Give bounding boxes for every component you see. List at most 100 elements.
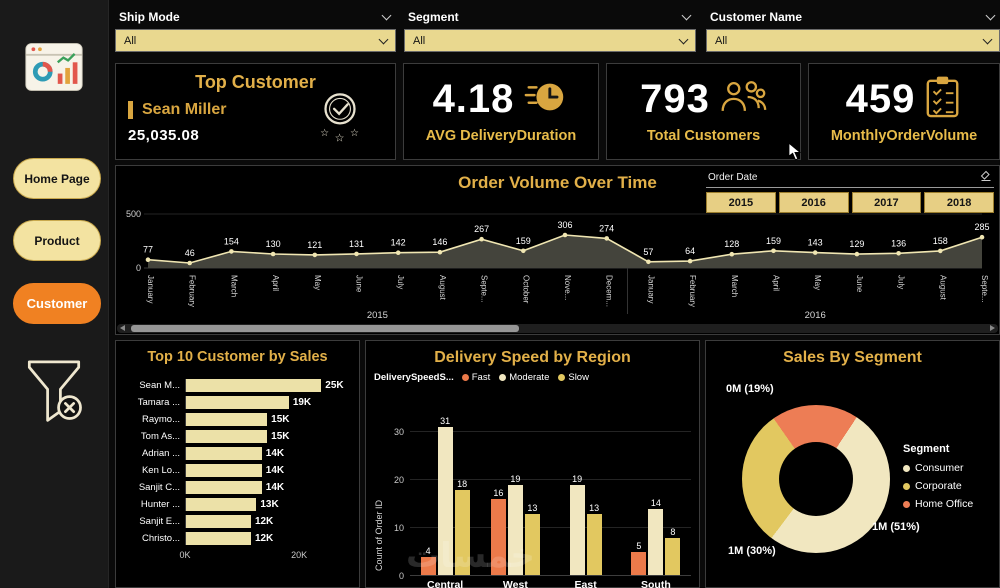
column: 16 bbox=[490, 488, 506, 576]
value-label: 13 bbox=[589, 502, 600, 513]
data-point[interactable] bbox=[896, 251, 901, 256]
scroll-left-arrow[interactable] bbox=[120, 325, 125, 331]
data-point[interactable] bbox=[229, 249, 234, 254]
year-2016-button[interactable]: 2016 bbox=[778, 192, 849, 213]
delivery-speed-section: Delivery Speed by Region DeliverySpeedS.… bbox=[365, 340, 700, 588]
svg-text:☆: ☆ bbox=[350, 128, 359, 139]
category-label: East bbox=[574, 579, 597, 588]
legend-item[interactable]: Corporate bbox=[903, 480, 991, 492]
customer-name-dropdown[interactable]: All bbox=[706, 29, 1000, 52]
scroll-right-arrow[interactable] bbox=[990, 325, 995, 331]
data-point[interactable] bbox=[312, 252, 318, 258]
chevron-down-icon[interactable] bbox=[985, 10, 996, 21]
column-bar[interactable] bbox=[490, 499, 506, 576]
sales-bar[interactable] bbox=[186, 481, 262, 494]
data-point[interactable] bbox=[437, 249, 443, 255]
data-point[interactable] bbox=[354, 251, 359, 257]
data-point[interactable] bbox=[395, 250, 401, 255]
chart-title: Delivery Speed by Region bbox=[434, 349, 631, 366]
legend-item[interactable]: Consumer bbox=[903, 462, 991, 474]
sales-bar[interactable] bbox=[186, 413, 268, 426]
segment-donut[interactable] bbox=[742, 405, 890, 553]
horizontal-scrollbar[interactable] bbox=[117, 324, 998, 333]
clock-icon bbox=[523, 74, 569, 125]
nav-home-page-button[interactable]: Home Page bbox=[13, 158, 101, 199]
axis-month-label: Nove... bbox=[563, 275, 572, 300]
ship-mode-dropdown[interactable]: All bbox=[115, 29, 396, 52]
data-point[interactable] bbox=[771, 248, 776, 254]
data-point[interactable] bbox=[479, 236, 484, 242]
data-point[interactable] bbox=[938, 248, 943, 254]
sales-bar[interactable] bbox=[186, 515, 251, 528]
sales-bar[interactable] bbox=[186, 532, 251, 545]
data-point[interactable] bbox=[979, 234, 985, 240]
legend-item[interactable]: Moderate bbox=[499, 372, 549, 383]
sales-bar[interactable] bbox=[186, 379, 322, 392]
kpi-label: AVG DeliveryDuration bbox=[425, 128, 577, 144]
data-point[interactable] bbox=[687, 258, 693, 264]
clipboard-checklist-icon bbox=[924, 74, 962, 125]
data-point[interactable] bbox=[854, 251, 860, 257]
chevron-down-icon[interactable] bbox=[681, 10, 692, 21]
order-volume-section: Order Volume Over Time Order Date 2015 2… bbox=[115, 165, 1000, 335]
data-label: 131 bbox=[349, 239, 364, 249]
category-label: West bbox=[502, 579, 528, 588]
order-volume-chart[interactable]: 77 January 46 February 154 March 130 April 121 Ma… bbox=[118, 204, 998, 322]
data-point[interactable] bbox=[604, 236, 609, 241]
column-bar[interactable] bbox=[631, 552, 647, 576]
column-bar[interactable] bbox=[524, 513, 540, 576]
column-bar[interactable] bbox=[437, 427, 453, 576]
nav-customer-button[interactable]: Customer bbox=[13, 283, 101, 324]
segment-dropdown[interactable]: All bbox=[404, 29, 696, 52]
data-point[interactable] bbox=[562, 232, 568, 238]
sales-bar[interactable] bbox=[186, 430, 268, 443]
axis-month-label: July bbox=[897, 275, 906, 289]
year-2018-button[interactable]: 2018 bbox=[924, 192, 994, 213]
data-point[interactable] bbox=[729, 251, 735, 257]
legend-dot bbox=[903, 464, 910, 472]
column-bar[interactable] bbox=[507, 484, 523, 576]
axis-month-label: Decem... bbox=[605, 275, 614, 307]
year-2015-button[interactable]: 2015 bbox=[706, 192, 776, 213]
column: 19 bbox=[569, 474, 585, 576]
sales-bar[interactable] bbox=[186, 396, 289, 409]
value-label: 14K bbox=[265, 448, 285, 459]
data-point[interactable] bbox=[646, 259, 651, 265]
data-point[interactable] bbox=[187, 260, 192, 266]
axis-month-label: August bbox=[438, 275, 447, 301]
sales-bar[interactable] bbox=[186, 498, 257, 511]
slice-label: 1M (51%) bbox=[872, 521, 920, 533]
scrollbar-thumb[interactable] bbox=[131, 325, 519, 332]
legend-label: Fast bbox=[471, 372, 491, 383]
bar-track: 25K bbox=[185, 379, 351, 392]
legend-item[interactable]: Home Office bbox=[903, 498, 991, 510]
customer-sales-row: Sanjit C... 14K bbox=[122, 479, 351, 496]
year-2017-button[interactable]: 2017 bbox=[851, 192, 922, 213]
card-title: Top Customer bbox=[195, 72, 316, 92]
donut-hole bbox=[779, 442, 853, 516]
sales-bar[interactable] bbox=[186, 447, 262, 460]
chevron-down-icon[interactable] bbox=[381, 10, 392, 21]
column-bar[interactable] bbox=[586, 513, 602, 576]
slicer-header: Order Date bbox=[706, 170, 994, 188]
data-point[interactable] bbox=[521, 248, 526, 254]
filter-clear-icon[interactable] bbox=[22, 352, 86, 437]
slice-label: 1M (30%) bbox=[728, 545, 776, 557]
column-bar[interactable] bbox=[454, 489, 470, 576]
data-point[interactable] bbox=[270, 251, 276, 257]
column-bar[interactable] bbox=[420, 556, 436, 576]
sales-bar[interactable] bbox=[186, 464, 262, 477]
data-point[interactable] bbox=[812, 250, 818, 255]
nav-product-button[interactable]: Product bbox=[13, 220, 101, 261]
value-label: 5 bbox=[636, 541, 642, 551]
column-bar[interactable] bbox=[648, 508, 664, 576]
delivery-columns: 4 31 18 16 19 13 19 13 5 14 8 bbox=[410, 401, 691, 576]
data-point[interactable] bbox=[145, 257, 151, 262]
legend-item[interactable]: Slow bbox=[558, 372, 589, 383]
column-bar[interactable] bbox=[569, 484, 585, 576]
legend-item[interactable]: Fast bbox=[461, 372, 491, 383]
clear-selections-icon[interactable] bbox=[980, 170, 992, 185]
column-bar[interactable] bbox=[665, 537, 681, 576]
filter-label: Segment bbox=[408, 10, 459, 24]
category-label: Tamara ... bbox=[137, 397, 180, 408]
